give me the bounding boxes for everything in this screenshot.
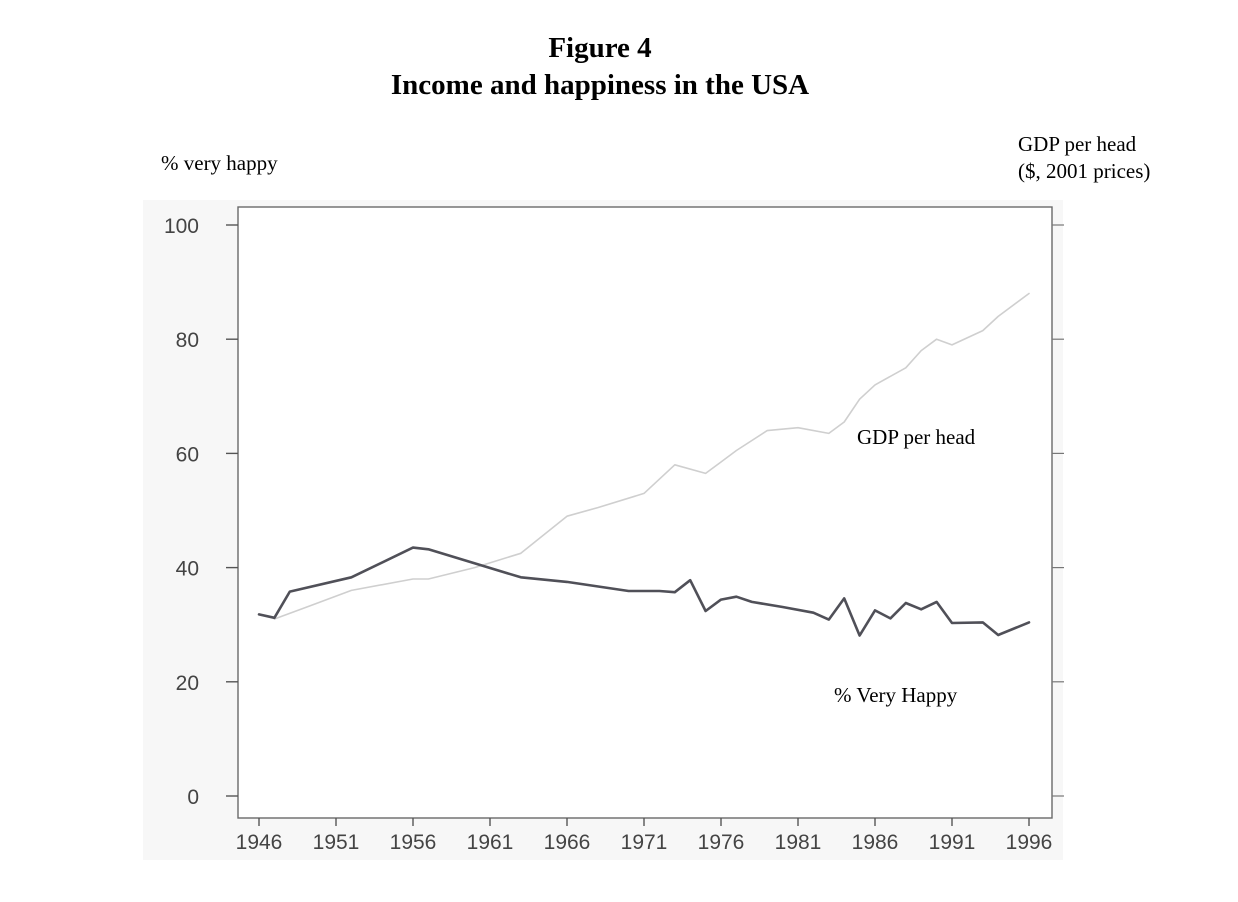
figure-label: Figure 4 [548, 32, 652, 64]
x-tick-label-1986: 1986 [852, 831, 899, 854]
series-line-very-happy [257, 546, 1031, 637]
y-axis-right-title: GDP per head ($, 2001 prices) [1018, 131, 1150, 185]
x-tick-label-1956: 1956 [390, 831, 437, 854]
x-tick-label-1996: 1996 [1006, 831, 1053, 854]
y-tick-label-40: 40 [176, 558, 199, 581]
x-tick-label-1951: 1951 [313, 831, 360, 854]
x-tick-label-1946: 1946 [236, 831, 283, 854]
x-tick-label-1976: 1976 [698, 831, 745, 854]
x-tick-label-1991: 1991 [929, 831, 976, 854]
y-tick-label-100: 100 [164, 215, 199, 238]
x-tick-label-1971: 1971 [621, 831, 668, 854]
x-tick-label-1961: 1961 [467, 831, 514, 854]
series-line-gdp-per-head [273, 292, 1030, 620]
y-axis-right-title-line1: GDP per head [1018, 132, 1137, 156]
series-label-gdp: GDP per head [857, 425, 976, 449]
y-axis-left-title: % very happy [161, 151, 278, 175]
y-axis-right-title-line2: ($, 2001 prices) [1018, 159, 1151, 183]
chart-title: Income and happiness in the USA [390, 69, 810, 101]
series-label-very-happy: % Very Happy [834, 683, 958, 707]
y-tick-label-60: 60 [176, 443, 199, 466]
y-tick-label-20: 20 [176, 672, 199, 695]
plot-frame [237, 206, 1053, 819]
x-tick-label-1966: 1966 [544, 831, 591, 854]
x-tick-label-1981: 1981 [775, 831, 822, 854]
y-tick-label-80: 80 [176, 329, 199, 352]
y-tick-label-0: 0 [187, 786, 199, 809]
